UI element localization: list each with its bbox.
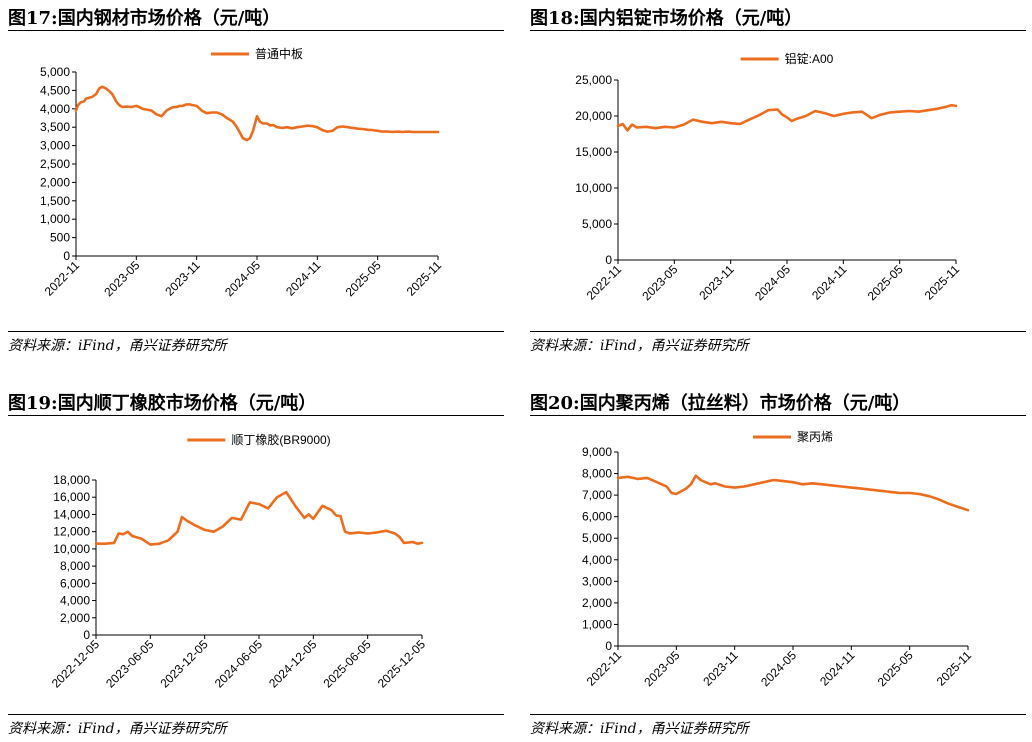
- y-tick-label: 1,500: [40, 194, 70, 208]
- source-note: 资料来源：iFind，甬兴证券研究所: [530, 338, 749, 354]
- line-chart-polypropylene: 0 1,000 2,000 3,000 4,000 5,000 6,000 7,000 8,00…: [582, 430, 975, 689]
- title-rule: [530, 415, 1026, 416]
- x-tick-label: 2025-05: [343, 258, 384, 299]
- x-tick-label: 2024-11: [817, 648, 858, 689]
- x-tick-label: 2024-06-05: [212, 637, 266, 691]
- x-tick-label: 2023-06-05: [103, 637, 157, 691]
- y-tick-label: 4,000: [582, 553, 612, 567]
- y-tick-label: 7,000: [582, 488, 612, 502]
- y-tick-label: 5,000: [40, 65, 70, 79]
- y-tick-label: 8,000: [60, 559, 90, 573]
- y-tick-label: 2,500: [40, 157, 70, 171]
- y-tick-label: 0: [83, 628, 90, 642]
- chart-panel-steel: 图17:国内钢材市场价格（元/吨） 0 500 1,000 1,500 2,000 2,5…: [8, 0, 504, 360]
- source-note: 资料来源：iFind，甬兴证券研究所: [8, 338, 227, 354]
- legend-label: 聚丙烯: [797, 430, 833, 444]
- chart-panel-polypropylene: 图20:国内聚丙烯（拉丝料）市场价格（元/吨） 0 1,000 2,000 3,000…: [530, 385, 1026, 742]
- legend-label: 顺丁橡胶(BR9000): [231, 432, 330, 447]
- series-line: [94, 490, 424, 546]
- chart-title: 图17:国内钢材市场价格（元/吨）: [8, 8, 281, 29]
- legend-label: 铝锭:A00: [785, 51, 834, 66]
- x-tick-label: 2022-11: [584, 262, 625, 303]
- y-tick-label: 0: [63, 249, 70, 263]
- y-tick-label: 2,000: [60, 611, 90, 625]
- y-tick-label: 14,000: [53, 507, 90, 521]
- y-tick-label: 8,000: [582, 467, 612, 481]
- y-tick-label: 10,000: [53, 542, 90, 556]
- x-tick-label: 2024-12-05: [266, 637, 320, 691]
- x-tick-label: 2024-05: [222, 258, 263, 299]
- x-tick-label: 2022-11: [42, 258, 83, 299]
- x-tick-label: 2025-06-05: [320, 637, 374, 691]
- y-tick-label: 4,000: [40, 102, 70, 116]
- y-tick-label: 1,000: [582, 617, 612, 631]
- legend-label: 普通中板: [255, 46, 303, 61]
- source-note: 资料来源：iFind，甬兴证券研究所: [530, 721, 749, 737]
- x-tick-label: 2025-12-05: [375, 637, 429, 691]
- y-tick-label: 2,000: [40, 175, 70, 189]
- title-rule: [8, 30, 504, 31]
- source-rule: [530, 714, 1026, 715]
- y-tick-label: 4,500: [40, 83, 70, 97]
- x-tick-label: 2024-05: [758, 648, 799, 689]
- y-tick-label: 15,000: [575, 145, 612, 159]
- x-tick-label: 2025-11: [404, 258, 445, 299]
- y-tick-label: 2,000: [582, 596, 612, 610]
- line-chart-aluminum: 0 5,000 10,000 15,000 20,000 25,000 2022-11 202…: [575, 51, 963, 303]
- x-tick-label: 2023-05: [641, 648, 682, 689]
- chart-title: 图19:国内顺丁橡胶市场价格（元/吨）: [8, 393, 317, 414]
- y-tick-label: 6,000: [60, 576, 90, 590]
- title-rule: [530, 30, 1026, 31]
- line-chart-rubber: 0 2,000 4,000 6,000 8,000 10,000 12,000 14,000 1…: [49, 432, 429, 691]
- chart-title: 图20:国内聚丙烯（拉丝料）市场价格（元/吨）: [530, 393, 911, 414]
- y-tick-label: 16,000: [53, 490, 90, 504]
- x-tick-label: 2025-05: [875, 648, 916, 689]
- y-tick-label: 0: [605, 253, 612, 267]
- source-rule: [8, 331, 504, 332]
- y-tick-label: 25,000: [575, 73, 612, 87]
- x-tick-label: 2024-05: [752, 262, 793, 303]
- x-tick-label: 2024-11: [809, 262, 850, 303]
- y-tick-label: 3,000: [582, 574, 612, 588]
- x-tick-label: 2025-11: [934, 648, 975, 689]
- source-rule: [530, 331, 1026, 332]
- y-tick-label: 4,000: [60, 594, 90, 608]
- y-tick-label: 18,000: [53, 473, 90, 487]
- x-tick-label: 2025-11: [922, 262, 963, 303]
- title-rule: [8, 415, 504, 416]
- y-tick-label: 12,000: [53, 525, 90, 539]
- series-line: [74, 85, 440, 142]
- x-tick-label: 2025-05: [865, 262, 906, 303]
- x-tick-label: 2022-11: [584, 648, 625, 689]
- y-tick-label: 3,500: [40, 120, 70, 134]
- x-tick-label: 2023-05: [101, 258, 142, 299]
- x-tick-label: 2024-11: [283, 258, 324, 299]
- y-tick-label: 9,000: [582, 445, 612, 459]
- x-tick-label: 2023-12-05: [157, 637, 211, 691]
- y-tick-label: 5,000: [582, 217, 612, 231]
- series-line: [616, 103, 958, 132]
- series-line: [616, 474, 970, 512]
- source-note: 资料来源：iFind，甬兴证券研究所: [8, 721, 227, 737]
- chart-title: 图18:国内铝锭市场价格（元/吨）: [530, 8, 803, 29]
- y-tick-label: 1,000: [40, 212, 70, 226]
- x-tick-label: 2022-12-05: [49, 637, 103, 691]
- chart-panel-rubber: 图19:国内顺丁橡胶市场价格（元/吨） 0 2,000 4,000 6,000 8,00…: [8, 385, 504, 742]
- y-tick-label: 6,000: [582, 510, 612, 524]
- y-tick-label: 20,000: [575, 109, 612, 123]
- x-tick-label: 2023-11: [696, 262, 737, 303]
- x-tick-label: 2023-05: [639, 262, 680, 303]
- y-tick-label: 0: [605, 639, 612, 653]
- line-chart-steel: 0 500 1,000 1,500 2,000 2,500 3,000 3,500 4,000 4…: [40, 46, 445, 299]
- y-tick-label: 500: [50, 231, 70, 245]
- y-tick-label: 10,000: [575, 181, 612, 195]
- y-tick-label: 5,000: [582, 531, 612, 545]
- x-tick-label: 2023-11: [700, 648, 741, 689]
- y-tick-label: 3,000: [40, 139, 70, 153]
- source-rule: [8, 714, 504, 715]
- chart-panel-aluminum: 图18:国内铝锭市场价格（元/吨） 0 5,000 10,000 15,000 20,0…: [530, 0, 1026, 360]
- x-tick-label: 2023-11: [162, 258, 203, 299]
